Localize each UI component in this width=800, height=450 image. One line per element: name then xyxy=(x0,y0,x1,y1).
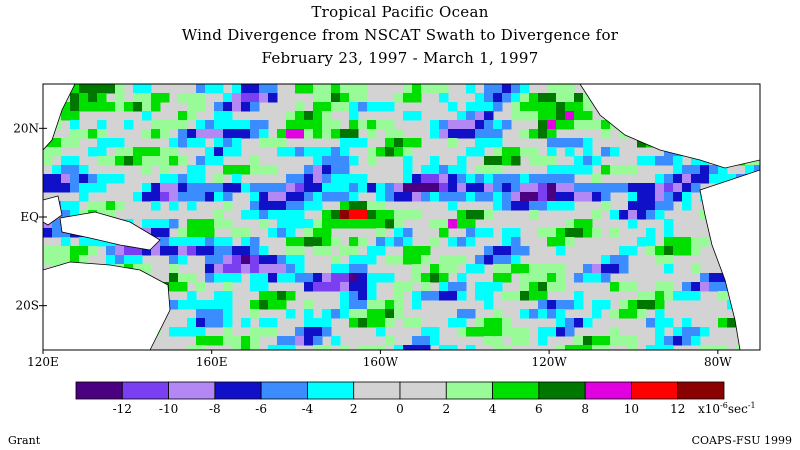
colorbar-tick-label: 12 xyxy=(670,402,685,416)
colorbar-swatch xyxy=(307,381,355,400)
colorbar-swatch xyxy=(260,381,308,400)
land-masses xyxy=(43,84,760,350)
lon-label: 80W xyxy=(704,355,732,369)
colorbar-tick-label: -4 xyxy=(302,402,314,416)
footer-credit: COAPS-FSU 1999 xyxy=(691,434,792,447)
colorbar-swatch xyxy=(631,381,679,400)
colorbar-tick-label: -12 xyxy=(113,402,132,416)
colorbar-swatch xyxy=(168,381,216,400)
colorbar-tick-label: 4 xyxy=(489,402,497,416)
lat-label: 20S xyxy=(16,299,40,313)
colorbar-swatch xyxy=(492,381,540,400)
lon-label: 160E xyxy=(196,355,228,369)
title-line-1: Tropical Pacific Ocean xyxy=(311,3,489,21)
colorbar-tick-label: -8 xyxy=(209,402,221,416)
lon-label: 160W xyxy=(363,355,399,369)
title-line-3: February 23, 1997 - March 1, 1997 xyxy=(261,49,539,67)
land-mass-3 xyxy=(43,261,171,350)
footer-author: Grant xyxy=(8,434,41,447)
colorbar-tick-label: 8 xyxy=(581,402,589,416)
colorbar-swatch xyxy=(677,381,725,400)
land-mass-1 xyxy=(59,211,161,251)
divergence-field xyxy=(43,84,760,350)
lat-label: EQ xyxy=(20,210,39,224)
colorbar-tick-label: 2 xyxy=(442,402,450,416)
land-mass-5 xyxy=(699,169,760,350)
colorbar-swatch xyxy=(121,381,169,400)
colorbar-tick-label: 6 xyxy=(535,402,543,416)
title-line-2: Wind Divergence from NSCAT Swath to Dive… xyxy=(181,26,619,44)
colorbar-unit: x10-6sec-1 xyxy=(698,401,756,416)
colorbar-swatch xyxy=(214,381,262,400)
colorbar-tick-label: -6 xyxy=(255,402,267,416)
colorbar-swatch xyxy=(399,381,447,400)
colorbar-swatch xyxy=(538,381,586,400)
land-mass-2 xyxy=(43,195,63,226)
colorbar-tick-label: -10 xyxy=(159,402,178,416)
colorbar-swatch xyxy=(75,381,123,400)
colorbar-swatch xyxy=(445,381,493,400)
land-mass-4 xyxy=(579,84,760,169)
land-mass-0 xyxy=(43,84,76,151)
lon-label: 120W xyxy=(531,355,567,369)
lat-label: 20N xyxy=(13,121,39,135)
colorbar-swatch xyxy=(584,381,632,400)
colorbar-tick-label: 0 xyxy=(396,402,404,416)
colorbar-swatch xyxy=(353,381,401,400)
colorbar: -12 -10 -8 -6 -4 2 0 2 4 6 8 10 12 x10-6sec-1 xyxy=(75,381,756,416)
lon-label: 120E xyxy=(27,355,59,369)
colorbar-tick-label: 2 xyxy=(350,402,358,416)
colorbar-tick-label: 10 xyxy=(624,402,639,416)
